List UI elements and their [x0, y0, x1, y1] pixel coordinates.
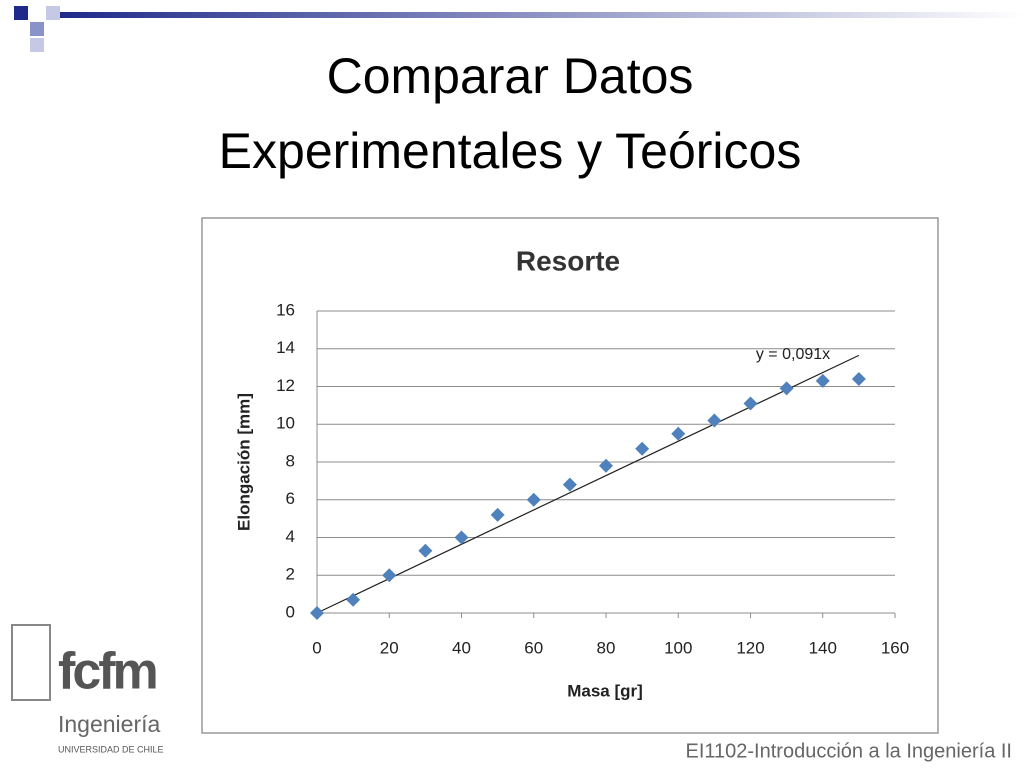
point [562, 477, 577, 492]
point [851, 371, 866, 386]
footer: EI1102-Introducción a la Ingeniería II [685, 740, 1012, 762]
x-tick-label: 40 [452, 638, 471, 657]
point [779, 381, 794, 396]
trendline-label: y = 0,091x [756, 346, 830, 363]
point [635, 441, 650, 456]
y-tick-label: 12 [276, 376, 295, 395]
decor-square [30, 38, 44, 52]
point [815, 373, 830, 388]
x-tick-label: 100 [664, 638, 692, 657]
y-tick-label: 8 [286, 451, 295, 470]
decor-square [30, 22, 44, 36]
y-tick-label: 16 [276, 300, 295, 319]
trendline [316, 354, 860, 614]
x-tick-label: 60 [524, 638, 543, 657]
point [418, 543, 433, 558]
y-tick-label: 10 [276, 414, 295, 433]
point [526, 492, 541, 507]
x-tick-label: 20 [380, 638, 399, 657]
logo: fcfm Ingeniería UNIVERSIDAD DE CHILE [11, 624, 164, 754]
logo-faculty: Ingeniería [58, 711, 161, 737]
x-axis-label: Masa [gr] [567, 681, 643, 700]
header-bar [60, 12, 1024, 18]
x-tick-label: 80 [597, 638, 616, 657]
y-tick-label: 0 [286, 602, 295, 621]
y-tick-label: 4 [286, 527, 295, 546]
point [490, 507, 505, 522]
point [707, 413, 722, 428]
decor-square [14, 6, 28, 20]
y-tick-label: 2 [286, 565, 295, 584]
decor-square [46, 6, 60, 20]
slide-title: Experimentales y Teóricos [219, 123, 802, 179]
y-tick-label: 14 [276, 338, 295, 357]
x-tick-label: 160 [881, 638, 909, 657]
point [346, 592, 361, 607]
slide-title: Comparar Datos [327, 48, 694, 104]
logo-emblem [11, 624, 51, 701]
y-tick-label: 6 [286, 489, 295, 508]
logo-university: UNIVERSIDAD DE CHILE [58, 744, 164, 754]
x-tick-label: 0 [312, 638, 321, 657]
point [599, 458, 613, 473]
point [743, 396, 758, 411]
point [382, 568, 397, 583]
x-tick-label: 140 [809, 638, 837, 657]
chart: Resorte Masa [gr] Elongación [mm] 0 2 4 6 8 10 12… [234, 245, 909, 700]
point [454, 530, 469, 545]
chart-title: Resorte [516, 245, 620, 276]
chart-frame [201, 217, 939, 734]
point [310, 606, 324, 620]
x-tick-label: 120 [736, 638, 764, 657]
y-axis-label: Elongación [mm] [234, 393, 253, 531]
point [671, 426, 686, 441]
logo-name: fcfm [58, 643, 157, 701]
